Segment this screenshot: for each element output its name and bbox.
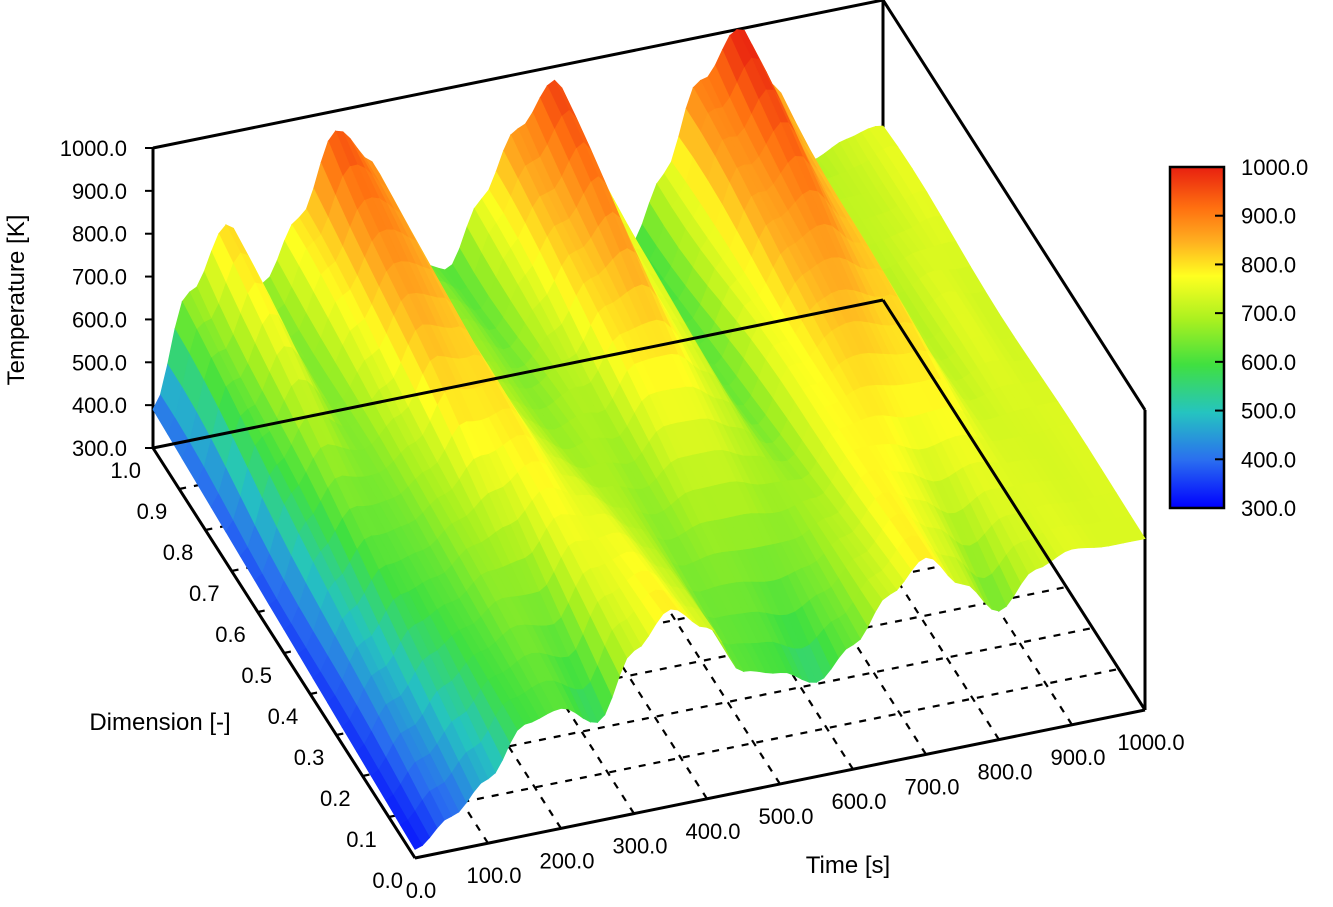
box-edge bbox=[152, 0, 884, 150]
z-tick-label: 1000.0 bbox=[60, 136, 127, 161]
z-tick-label: 600.0 bbox=[72, 307, 127, 332]
y-tick-label: 0.4 bbox=[268, 704, 299, 729]
colorbar-tick-label: 300.0 bbox=[1241, 496, 1296, 521]
z-axis: Temperature [K] 300.0 400.0 500.0 600.0 700.… bbox=[3, 136, 153, 461]
colorbar-tick-label: 400.0 bbox=[1241, 447, 1296, 472]
colorbar: 300.0 400.0 500.0 600.0 700.0 800.0 900.0 1000.… bbox=[1168, 155, 1308, 521]
plot-box-front bbox=[151, 298, 1147, 860]
colorbar-tick-label: 700.0 bbox=[1241, 301, 1296, 326]
grid-line-dimension bbox=[388, 667, 1120, 819]
x-tick-label: 500.0 bbox=[758, 804, 813, 829]
temperature-surface bbox=[152, 28, 1146, 850]
y-tick-label: 0.9 bbox=[137, 499, 168, 524]
x-tick-label: 200.0 bbox=[539, 848, 594, 873]
z-axis-label: Temperature [K] bbox=[3, 215, 30, 386]
x-tick-label: 0.0 bbox=[406, 878, 437, 903]
colorbar-gradient bbox=[1168, 165, 1226, 510]
colorbar-tick-labels: 300.0 400.0 500.0 600.0 700.0 800.0 900.0 1000.… bbox=[1215, 155, 1308, 521]
y-tick-label: 0.7 bbox=[189, 581, 220, 606]
colorbar-tick-label: 600.0 bbox=[1241, 350, 1296, 375]
x-tick-label: 1000.0 bbox=[1117, 730, 1184, 755]
x-tick-label: 700.0 bbox=[904, 774, 959, 799]
box-edge bbox=[151, 447, 417, 859]
x-tick-labels: 0.0 100.0 200.0 300.0 400.0 500.0 600.0 700.0 80… bbox=[406, 730, 1185, 903]
y-tick-label: 0.8 bbox=[163, 540, 194, 565]
x-tick-label: 900.0 bbox=[1050, 745, 1105, 770]
box-edge bbox=[881, 0, 1147, 411]
z-tick-label: 800.0 bbox=[72, 222, 127, 247]
surface-cell bbox=[399, 819, 423, 850]
box-edge bbox=[414, 708, 1146, 860]
colorbar-tick-label: 1000.0 bbox=[1241, 155, 1308, 180]
x-tick-label: 300.0 bbox=[612, 834, 667, 859]
x-tick-label: 800.0 bbox=[977, 760, 1032, 785]
box-edge bbox=[152, 298, 884, 450]
y-tick-label: 1.0 bbox=[110, 458, 141, 483]
z-tick-label: 700.0 bbox=[72, 265, 127, 290]
y-tick-label: 0.5 bbox=[241, 663, 272, 688]
x-tick-label: 400.0 bbox=[685, 819, 740, 844]
colorbar-tick-label: 900.0 bbox=[1241, 204, 1296, 229]
colorbar-tick-label: 500.0 bbox=[1241, 399, 1296, 424]
z-tick-labels: 300.0 400.0 500.0 600.0 700.0 800.0 900.0 1000.… bbox=[60, 136, 153, 461]
y-tick-label: 0.1 bbox=[346, 827, 377, 852]
y-tick-labels: 0.0 0.1 0.2 0.3 0.4 0.5 0.6 0.7 0.8 0.9 1.0 bbox=[110, 458, 403, 893]
y-tick-label: 0.3 bbox=[294, 745, 325, 770]
z-tick-label: 900.0 bbox=[72, 179, 127, 204]
colorbar-tick-label: 800.0 bbox=[1241, 252, 1296, 277]
z-tick-label: 400.0 bbox=[72, 393, 127, 418]
x-axis: Time [s] 0.0 100.0 200.0 300.0 400.0 500.0 600… bbox=[406, 730, 1185, 903]
y-tick-label: 0.0 bbox=[372, 868, 403, 893]
y-tick-label: 0.2 bbox=[320, 786, 351, 811]
y-tick-label: 0.6 bbox=[215, 622, 246, 647]
y-axis-label: Dimension [-] bbox=[89, 709, 230, 736]
box-edge bbox=[881, 299, 1147, 711]
y-axis: Dimension [-] 0.00.10.20.30.40.50.60.70.… bbox=[89, 458, 403, 893]
z-tick-label: 500.0 bbox=[72, 350, 127, 375]
x-tick-label: 100.0 bbox=[466, 863, 521, 888]
z-tick-label: 300.0 bbox=[72, 436, 127, 461]
x-axis-label: Time [s] bbox=[806, 852, 890, 879]
x-tick-label: 600.0 bbox=[831, 789, 886, 814]
